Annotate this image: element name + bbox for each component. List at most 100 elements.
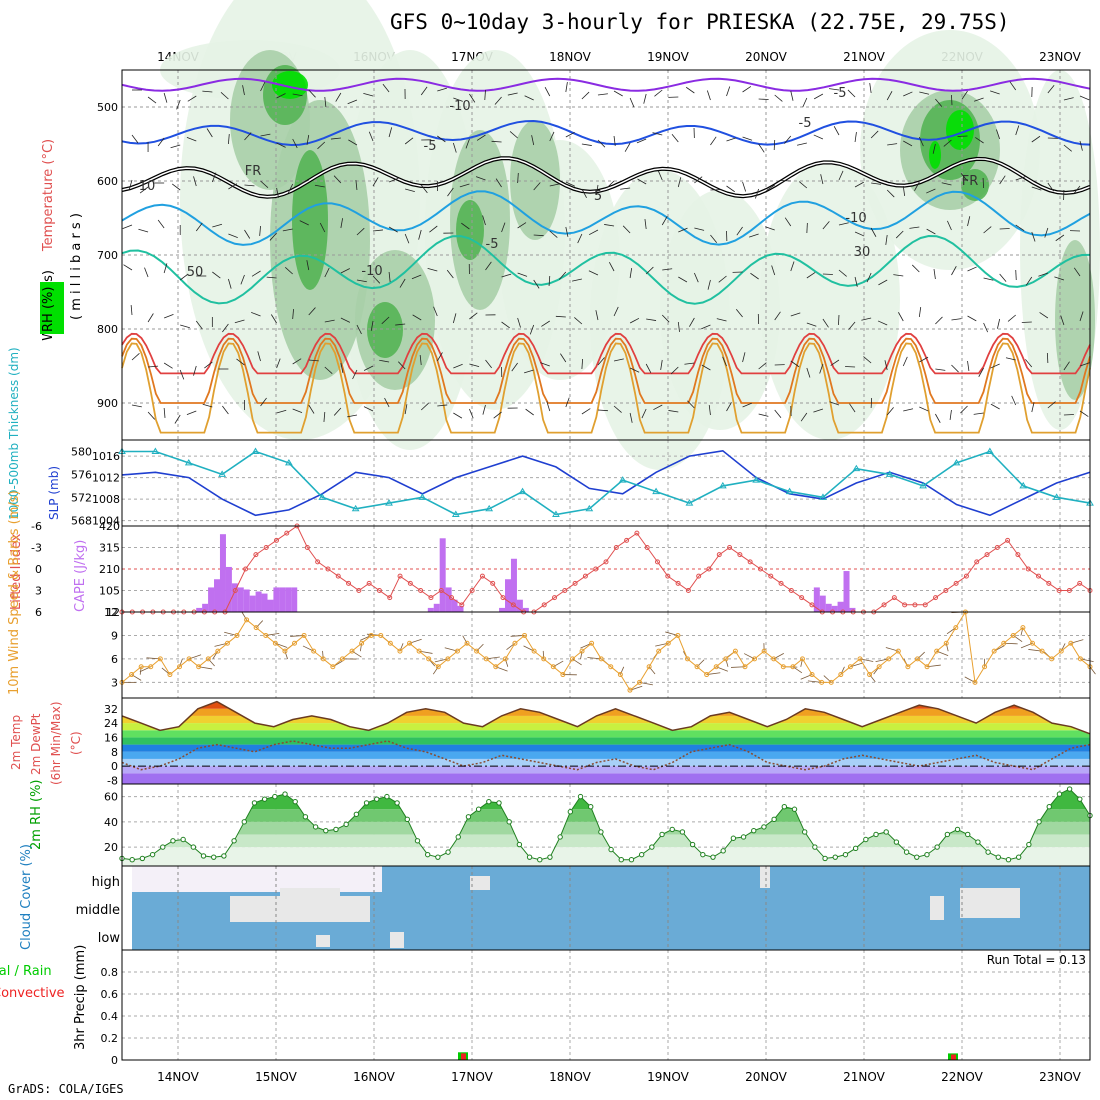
rh-marker: [261, 796, 268, 802]
wind-barb: [802, 97, 808, 108]
thickness-tick: 576: [71, 468, 92, 481]
wind-barb: [941, 182, 952, 186]
thickness-marker: [952, 458, 961, 466]
wind-barb: [251, 270, 261, 277]
wind-speed-marker: [1020, 625, 1026, 631]
cloud-gap: [230, 896, 370, 922]
wind-barb: [335, 92, 342, 102]
rh-marker: [842, 851, 849, 858]
wind-barb: [706, 90, 711, 101]
wind-barb: [784, 135, 792, 144]
wind-barb: [999, 228, 1010, 230]
wind-barb: [482, 404, 486, 415]
rh-marker: [1015, 854, 1022, 860]
p-tick-label: 800: [97, 323, 118, 336]
wind-barb: [388, 177, 399, 183]
rh-marker: [302, 814, 309, 820]
wind-barb-10m: [648, 666, 656, 675]
wind-barb: [574, 317, 583, 325]
wind-barb: [544, 86, 551, 97]
wind-barb: [130, 305, 133, 316]
wind-speed-marker: [330, 664, 336, 670]
wind-barb: [324, 96, 327, 107]
wind-speed-marker: [905, 664, 911, 670]
wind-speed-marker: [1058, 648, 1064, 654]
wind-barb: [565, 397, 570, 408]
wind-barb: [541, 320, 550, 327]
wind-barb: [1073, 267, 1081, 277]
y-label-2m-dewpt: 2m DewPt: [29, 713, 43, 775]
wind-barb: [773, 139, 776, 151]
cape-bar: [427, 607, 434, 612]
wind-barb: [501, 321, 510, 329]
lifted-index-marker: [943, 588, 949, 593]
contour-label: 30: [854, 245, 871, 260]
wind-speed-marker: [608, 664, 614, 670]
rh-marker: [903, 849, 910, 855]
wind-barb: [765, 226, 775, 231]
rh-marker: [689, 841, 696, 848]
wind-barb: [446, 269, 454, 279]
thickness-tick: 572: [71, 491, 92, 504]
lifted-index-marker: [737, 552, 743, 558]
wind-barb: [228, 278, 232, 289]
wind-barb: [560, 353, 567, 363]
wind-barb: [790, 360, 800, 368]
wind-speed-marker: [244, 617, 250, 623]
wind-tick: 12: [104, 606, 118, 619]
wind-speed-marker: [799, 656, 805, 662]
wind-barb: [877, 320, 888, 326]
wind-barb: [643, 93, 647, 104]
rh-marker: [526, 854, 533, 860]
thickness-marker: [285, 458, 293, 466]
wind-barb: [469, 93, 476, 103]
isotherm-line: [121, 77, 1091, 92]
wind-barb: [790, 90, 794, 101]
wind-barb: [961, 90, 968, 100]
cape-bar: [837, 601, 844, 612]
lifted-index-marker: [675, 580, 681, 586]
wind-speed-marker: [378, 632, 384, 638]
y-label-2m-temp: 2m Temp: [9, 715, 23, 770]
wind-barb: [324, 267, 330, 278]
wind-barb: [629, 412, 633, 423]
temp-band: [122, 723, 1090, 731]
wind-barb: [139, 186, 149, 194]
wind-barb: [806, 272, 816, 279]
wind-speed-marker: [972, 679, 978, 685]
lifted-index-marker: [253, 552, 259, 558]
wind-barb: [549, 183, 560, 187]
wind-barb: [838, 314, 840, 326]
wind-barb: [123, 264, 133, 271]
wind-barb: [914, 181, 920, 191]
wind-barb: [433, 306, 438, 317]
wind-barb: [797, 142, 807, 146]
cape-bar: [255, 591, 262, 612]
lifted-index-marker: [665, 573, 671, 579]
panel-bg-3: [122, 612, 1090, 698]
wind-barb: [613, 358, 624, 362]
wind-barb: [1046, 352, 1049, 364]
wind-barb: [186, 137, 197, 142]
temp-tick: 24: [104, 717, 118, 730]
wind-barb: [565, 181, 576, 187]
wind-barb: [251, 312, 261, 317]
wind-speed-marker: [761, 648, 767, 654]
rh-tick: 60: [104, 791, 118, 804]
wind-barb: [885, 234, 888, 245]
rh-marker: [679, 829, 686, 835]
rh-marker: [771, 816, 777, 823]
rh-marker: [883, 829, 889, 835]
wind-barb: [806, 367, 811, 378]
wind-barb: [148, 365, 159, 368]
wind-barb: [911, 264, 920, 273]
wind-tick: 9: [111, 629, 118, 642]
y-label-temperature: Temperature (°C): [41, 139, 56, 252]
rh-marker: [669, 826, 675, 833]
wind-barb: [420, 86, 428, 96]
wind-barb: [459, 183, 470, 188]
lifted-index-marker: [263, 545, 269, 550]
wind-barb: [870, 227, 877, 237]
wind-barb: [784, 217, 792, 227]
thickness-marker: [1052, 493, 1061, 500]
